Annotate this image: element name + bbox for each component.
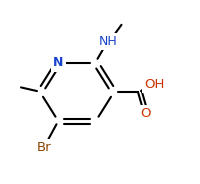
Text: Br: Br — [37, 141, 52, 154]
Text: O: O — [140, 107, 150, 120]
Text: OH: OH — [144, 78, 164, 91]
Text: NH: NH — [99, 35, 118, 48]
Text: N: N — [53, 56, 64, 69]
